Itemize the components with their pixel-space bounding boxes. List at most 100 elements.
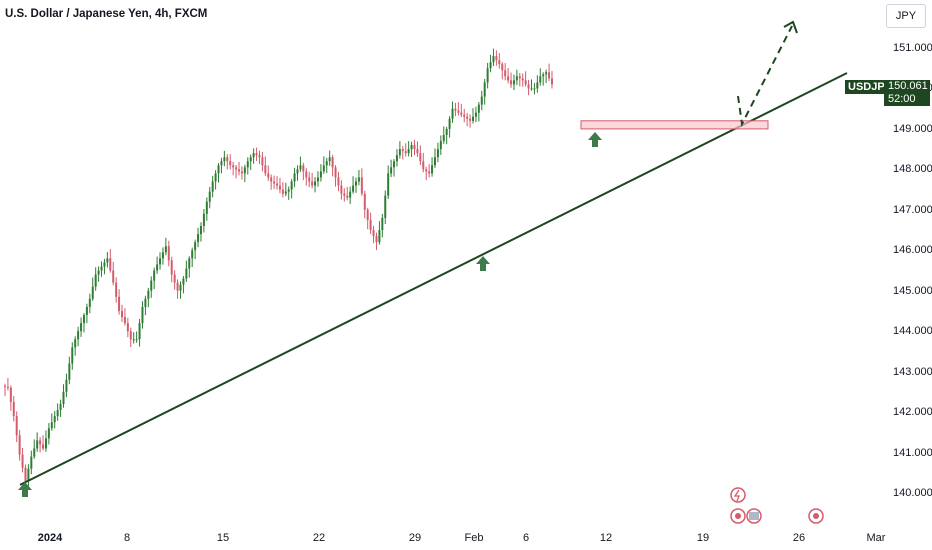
candle-body — [191, 250, 194, 259]
candle-body — [407, 149, 410, 154]
candle-body — [363, 193, 366, 210]
candle-body — [47, 428, 50, 439]
candle-body — [512, 80, 515, 85]
candle-body — [457, 110, 460, 113]
candle-body — [278, 185, 281, 190]
price-tick-label: 146.000 — [893, 244, 932, 257]
candle-body — [273, 181, 276, 184]
candle-body — [235, 167, 238, 170]
candle-body — [112, 270, 115, 283]
candle-body — [293, 173, 296, 182]
candle-body — [217, 165, 220, 174]
candle-body — [431, 165, 434, 174]
buy-arrow-icon — [588, 132, 602, 147]
candle-body — [74, 339, 77, 348]
candle-body — [176, 282, 179, 291]
price-tick-label: 147.000 — [893, 203, 932, 216]
candle-body — [202, 213, 205, 226]
candle-body — [4, 385, 6, 387]
alert-icon[interactable] — [730, 487, 746, 503]
candle-body — [88, 298, 91, 307]
candle-body — [439, 141, 442, 150]
bar-countdown: 52:00 — [888, 93, 916, 105]
candle-body — [463, 114, 466, 117]
candle-body — [384, 195, 387, 218]
candle-body — [343, 193, 346, 196]
candle-body — [6, 386, 9, 388]
candle-body — [498, 60, 501, 65]
candle-body — [477, 104, 480, 113]
candle-body — [123, 317, 126, 324]
time-tick-label: 29 — [408, 532, 422, 544]
candle-body — [425, 169, 428, 172]
candle-body — [71, 347, 74, 364]
candle-body — [507, 76, 510, 81]
currency-selector[interactable]: JPY — [886, 4, 926, 28]
candle-body — [97, 270, 100, 275]
candle-body — [85, 306, 88, 315]
candle-body — [226, 157, 229, 162]
time-tick-label: 2024 — [37, 532, 63, 544]
candle-body — [229, 161, 232, 166]
candle-body — [267, 173, 270, 178]
price-tick-label: 143.000 — [893, 365, 932, 378]
time-tick-label: Mar — [866, 532, 886, 544]
candle-body — [442, 134, 445, 142]
event-icon-dot — [735, 513, 741, 519]
candle-body — [33, 448, 36, 457]
price-tick-label: 142.000 — [893, 406, 932, 419]
candle-body — [469, 118, 472, 121]
candle-body — [94, 274, 97, 287]
buy-arrow-icon — [476, 256, 490, 271]
candle-body — [378, 230, 381, 243]
candle-body — [527, 84, 530, 89]
candle-body — [548, 72, 551, 79]
candle-body — [334, 167, 337, 178]
candle-body — [346, 195, 349, 198]
candle-body — [68, 363, 71, 380]
candle-body — [173, 274, 176, 283]
candle-body — [372, 230, 375, 237]
candle-body — [486, 68, 489, 83]
candle-body — [36, 440, 39, 449]
drawing-overlays — [18, 20, 848, 497]
candle-body — [489, 62, 492, 69]
candle-body — [451, 108, 454, 119]
candle-body — [483, 82, 486, 97]
event-icons — [730, 487, 824, 524]
candle-body — [82, 315, 85, 324]
candle-body — [179, 284, 182, 291]
time-tick-label: 12 — [599, 532, 613, 544]
candle-body — [545, 72, 548, 75]
candle-body — [369, 219, 372, 231]
candle-body — [261, 157, 264, 166]
candle-body — [524, 80, 527, 85]
candle-body — [387, 173, 390, 196]
us-flag-icon-stripes — [749, 512, 759, 520]
candle-body — [220, 161, 223, 166]
candle-body — [355, 181, 357, 186]
candle-body — [375, 236, 378, 243]
candle-body — [287, 189, 290, 192]
candle-body — [62, 391, 65, 404]
price-tick-label: 148.000 — [893, 163, 932, 176]
candle-body — [398, 149, 401, 156]
candle-body — [436, 149, 439, 158]
candle-body — [126, 323, 129, 332]
candle-body — [197, 234, 200, 243]
candle-body — [395, 155, 398, 162]
candle-body — [501, 64, 504, 71]
projection-arrowhead — [783, 20, 798, 34]
candle-body — [211, 181, 214, 192]
candle-body — [340, 185, 343, 194]
candle-body — [264, 165, 267, 174]
candle-body — [536, 82, 539, 89]
candle-body — [349, 191, 352, 198]
candle-body — [422, 161, 425, 170]
candle-body — [550, 78, 553, 85]
candle-body — [276, 183, 279, 186]
candle-body — [118, 296, 121, 311]
candle-body — [135, 339, 138, 341]
candle-body — [103, 262, 106, 267]
